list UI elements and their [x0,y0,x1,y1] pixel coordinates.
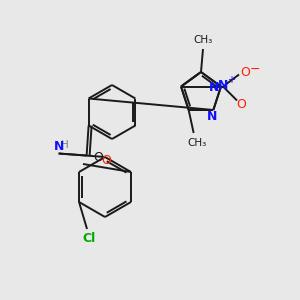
Text: −: − [250,63,260,76]
Text: H: H [61,140,68,149]
Text: N: N [209,81,219,94]
Text: CH₃: CH₃ [187,138,206,148]
Text: CH₃: CH₃ [194,35,213,45]
Text: O: O [101,154,111,166]
Text: O: O [94,151,103,164]
Text: O: O [240,66,250,79]
Text: O: O [236,98,246,111]
Text: +: + [227,74,235,85]
Text: Cl: Cl [82,232,96,244]
Text: N: N [53,140,64,153]
Text: N: N [207,110,218,124]
Text: N: N [218,79,228,92]
